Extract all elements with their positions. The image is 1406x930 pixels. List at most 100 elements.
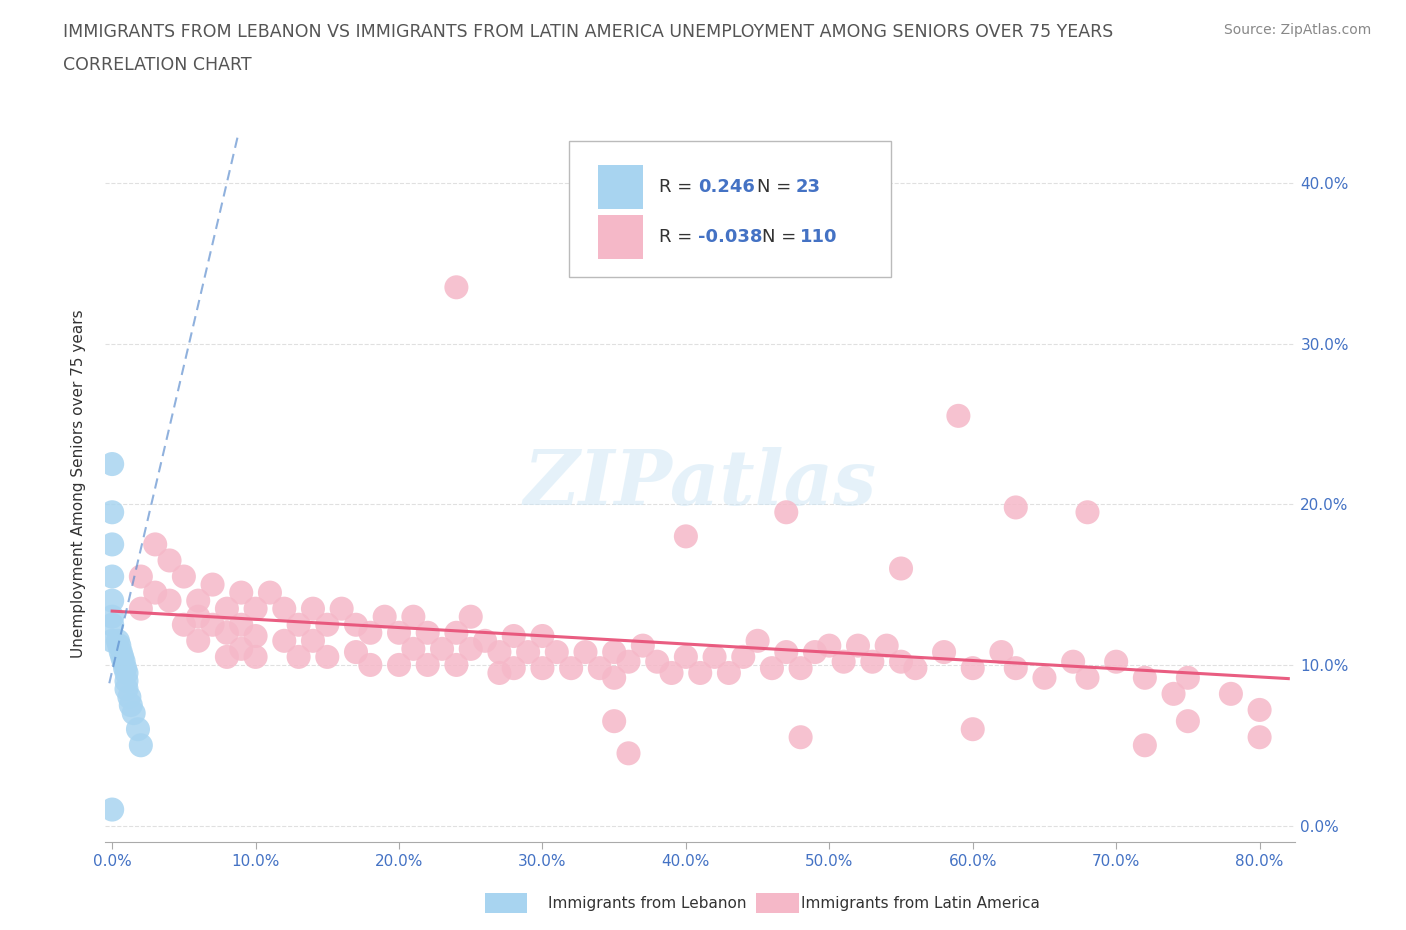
Point	[1133, 671, 1156, 685]
Point	[645, 655, 668, 670]
Point	[789, 730, 811, 745]
Point	[860, 655, 883, 670]
Point	[107, 633, 129, 648]
Point	[517, 644, 540, 659]
Point	[187, 609, 209, 624]
Point	[402, 642, 425, 657]
Point	[689, 666, 711, 681]
Point	[402, 609, 425, 624]
Text: 110: 110	[800, 228, 838, 246]
Text: -0.038: -0.038	[697, 228, 762, 246]
Point	[101, 457, 124, 472]
Point	[832, 655, 855, 670]
Point	[546, 644, 568, 659]
Point	[932, 644, 955, 659]
Text: N =: N =	[758, 178, 797, 195]
FancyBboxPatch shape	[569, 141, 890, 277]
Point	[1076, 671, 1098, 685]
Point	[388, 625, 411, 640]
Point	[761, 660, 783, 675]
Point	[1163, 686, 1185, 701]
Point	[1033, 671, 1056, 685]
Point	[122, 706, 145, 721]
Point	[1249, 702, 1271, 717]
Point	[273, 633, 295, 648]
Point	[617, 746, 640, 761]
Point	[589, 660, 612, 675]
Point	[215, 649, 238, 664]
Point	[876, 638, 898, 653]
Point	[115, 666, 138, 681]
Point	[1004, 500, 1026, 515]
Point	[1062, 655, 1084, 670]
Point	[101, 609, 124, 624]
Point	[127, 722, 149, 737]
Point	[1105, 655, 1128, 670]
Point	[603, 671, 626, 685]
Point	[330, 602, 353, 617]
Text: N =: N =	[762, 228, 803, 246]
Text: R =: R =	[658, 228, 697, 246]
Point	[416, 625, 439, 640]
Point	[201, 618, 224, 632]
FancyBboxPatch shape	[598, 165, 643, 209]
Point	[446, 280, 468, 295]
Point	[661, 666, 683, 681]
Point	[101, 593, 124, 608]
Point	[187, 593, 209, 608]
Point	[120, 698, 142, 712]
Point	[231, 642, 253, 657]
Point	[344, 618, 367, 632]
Point	[101, 569, 124, 584]
Point	[159, 593, 181, 608]
Point	[359, 658, 381, 672]
Point	[129, 569, 152, 584]
Text: CORRELATION CHART: CORRELATION CHART	[63, 56, 252, 73]
Point	[187, 633, 209, 648]
Point	[112, 655, 135, 670]
Point	[302, 633, 325, 648]
Point	[617, 655, 640, 670]
Point	[215, 625, 238, 640]
Point	[1133, 737, 1156, 752]
Point	[245, 629, 267, 644]
Point	[302, 602, 325, 617]
Point	[101, 802, 124, 817]
Point	[273, 602, 295, 617]
Point	[316, 618, 339, 632]
Point	[287, 618, 309, 632]
Point	[488, 666, 510, 681]
Point	[245, 602, 267, 617]
Point	[460, 642, 482, 657]
Point	[259, 585, 281, 600]
Point	[108, 638, 131, 653]
Point	[101, 505, 124, 520]
Point	[388, 658, 411, 672]
Point	[173, 618, 195, 632]
Point	[747, 633, 769, 648]
Point	[948, 408, 970, 423]
Point	[1177, 713, 1199, 728]
Point	[115, 682, 138, 697]
FancyBboxPatch shape	[598, 215, 643, 259]
Point	[101, 537, 124, 551]
Text: Source: ZipAtlas.com: Source: ZipAtlas.com	[1223, 23, 1371, 37]
Point	[804, 644, 827, 659]
Point	[818, 638, 841, 653]
Point	[775, 644, 797, 659]
Point	[990, 644, 1012, 659]
Point	[502, 660, 524, 675]
Point	[846, 638, 869, 653]
Point	[531, 629, 554, 644]
Point	[129, 602, 152, 617]
Point	[287, 649, 309, 664]
Text: Immigrants from Lebanon: Immigrants from Lebanon	[548, 897, 747, 911]
Point	[114, 660, 136, 675]
Point	[603, 644, 626, 659]
Point	[1177, 671, 1199, 685]
Point	[359, 625, 381, 640]
Point	[488, 644, 510, 659]
Point	[1004, 660, 1026, 675]
Point	[231, 585, 253, 600]
Point	[446, 625, 468, 640]
